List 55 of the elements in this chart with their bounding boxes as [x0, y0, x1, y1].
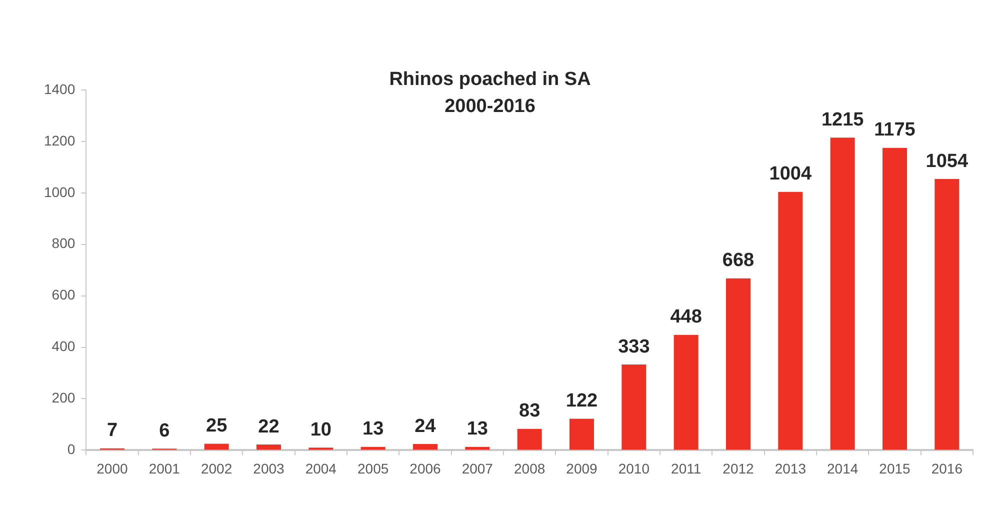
x-tick-label: 2009 [566, 460, 598, 476]
bar [674, 334, 698, 450]
data-label: 668 [722, 250, 754, 272]
chart-title: Rhinos poached in SA 2000-2016 [388, 68, 592, 119]
y-tick-label: 1200 [44, 132, 76, 148]
data-label: 24 [414, 416, 436, 437]
x-tick-label: 2000 [96, 460, 128, 476]
bar [830, 138, 855, 450]
data-label: 83 [519, 400, 540, 422]
data-label: 1215 [821, 109, 864, 130]
x-tick-label: 2001 [148, 460, 180, 476]
bar [726, 278, 751, 450]
x-tick-label: 2016 [931, 460, 963, 476]
data-label: 25 [206, 416, 228, 436]
data-label: 6 [159, 420, 170, 442]
x-tick-label: 2005 [357, 460, 389, 476]
x-tick-label: 2012 [722, 460, 754, 476]
y-tick-label: 0 [67, 441, 76, 458]
y-tick-label: 800 [52, 235, 76, 252]
bar [622, 364, 646, 450]
data-label: 13 [362, 418, 384, 440]
data-label: 1175 [874, 120, 916, 141]
y-tick-label: 1000 [44, 184, 76, 200]
x-tick-label: 2004 [305, 460, 337, 476]
x-tick-label: 2008 [514, 460, 546, 476]
x-tick-label: 2002 [200, 460, 232, 476]
data-label: 22 [258, 416, 280, 438]
data-label: 1054 [926, 150, 968, 172]
x-tick-label: 2011 [671, 460, 702, 476]
x-tick-label: 2003 [253, 460, 285, 476]
bar [517, 428, 542, 450]
x-tick-label: 2007 [462, 460, 494, 476]
y-tick-label: 400 [52, 338, 76, 354]
bar [412, 444, 438, 450]
data-label: 7 [106, 420, 118, 442]
data-label: 333 [618, 336, 650, 358]
bar [882, 148, 908, 450]
x-tick-label: 2006 [410, 460, 442, 476]
data-label: 122 [566, 390, 598, 412]
data-label: 10 [310, 419, 332, 440]
x-tick-label: 2014 [827, 460, 858, 476]
y-tick-label: 1400 [44, 80, 76, 97]
data-label: 13 [466, 418, 488, 440]
y-tick-label: 600 [52, 286, 76, 303]
bar [778, 192, 803, 450]
y-tick-label: 200 [52, 390, 76, 406]
bar [204, 444, 229, 450]
bar [256, 444, 281, 450]
bar [934, 179, 960, 450]
x-tick-label: 2015 [879, 460, 911, 476]
bar [569, 418, 594, 450]
data-label: 1004 [769, 164, 812, 185]
x-tick-label: 2013 [774, 460, 806, 476]
x-tick-label: 2010 [618, 460, 650, 476]
data-label: 448 [670, 306, 702, 328]
